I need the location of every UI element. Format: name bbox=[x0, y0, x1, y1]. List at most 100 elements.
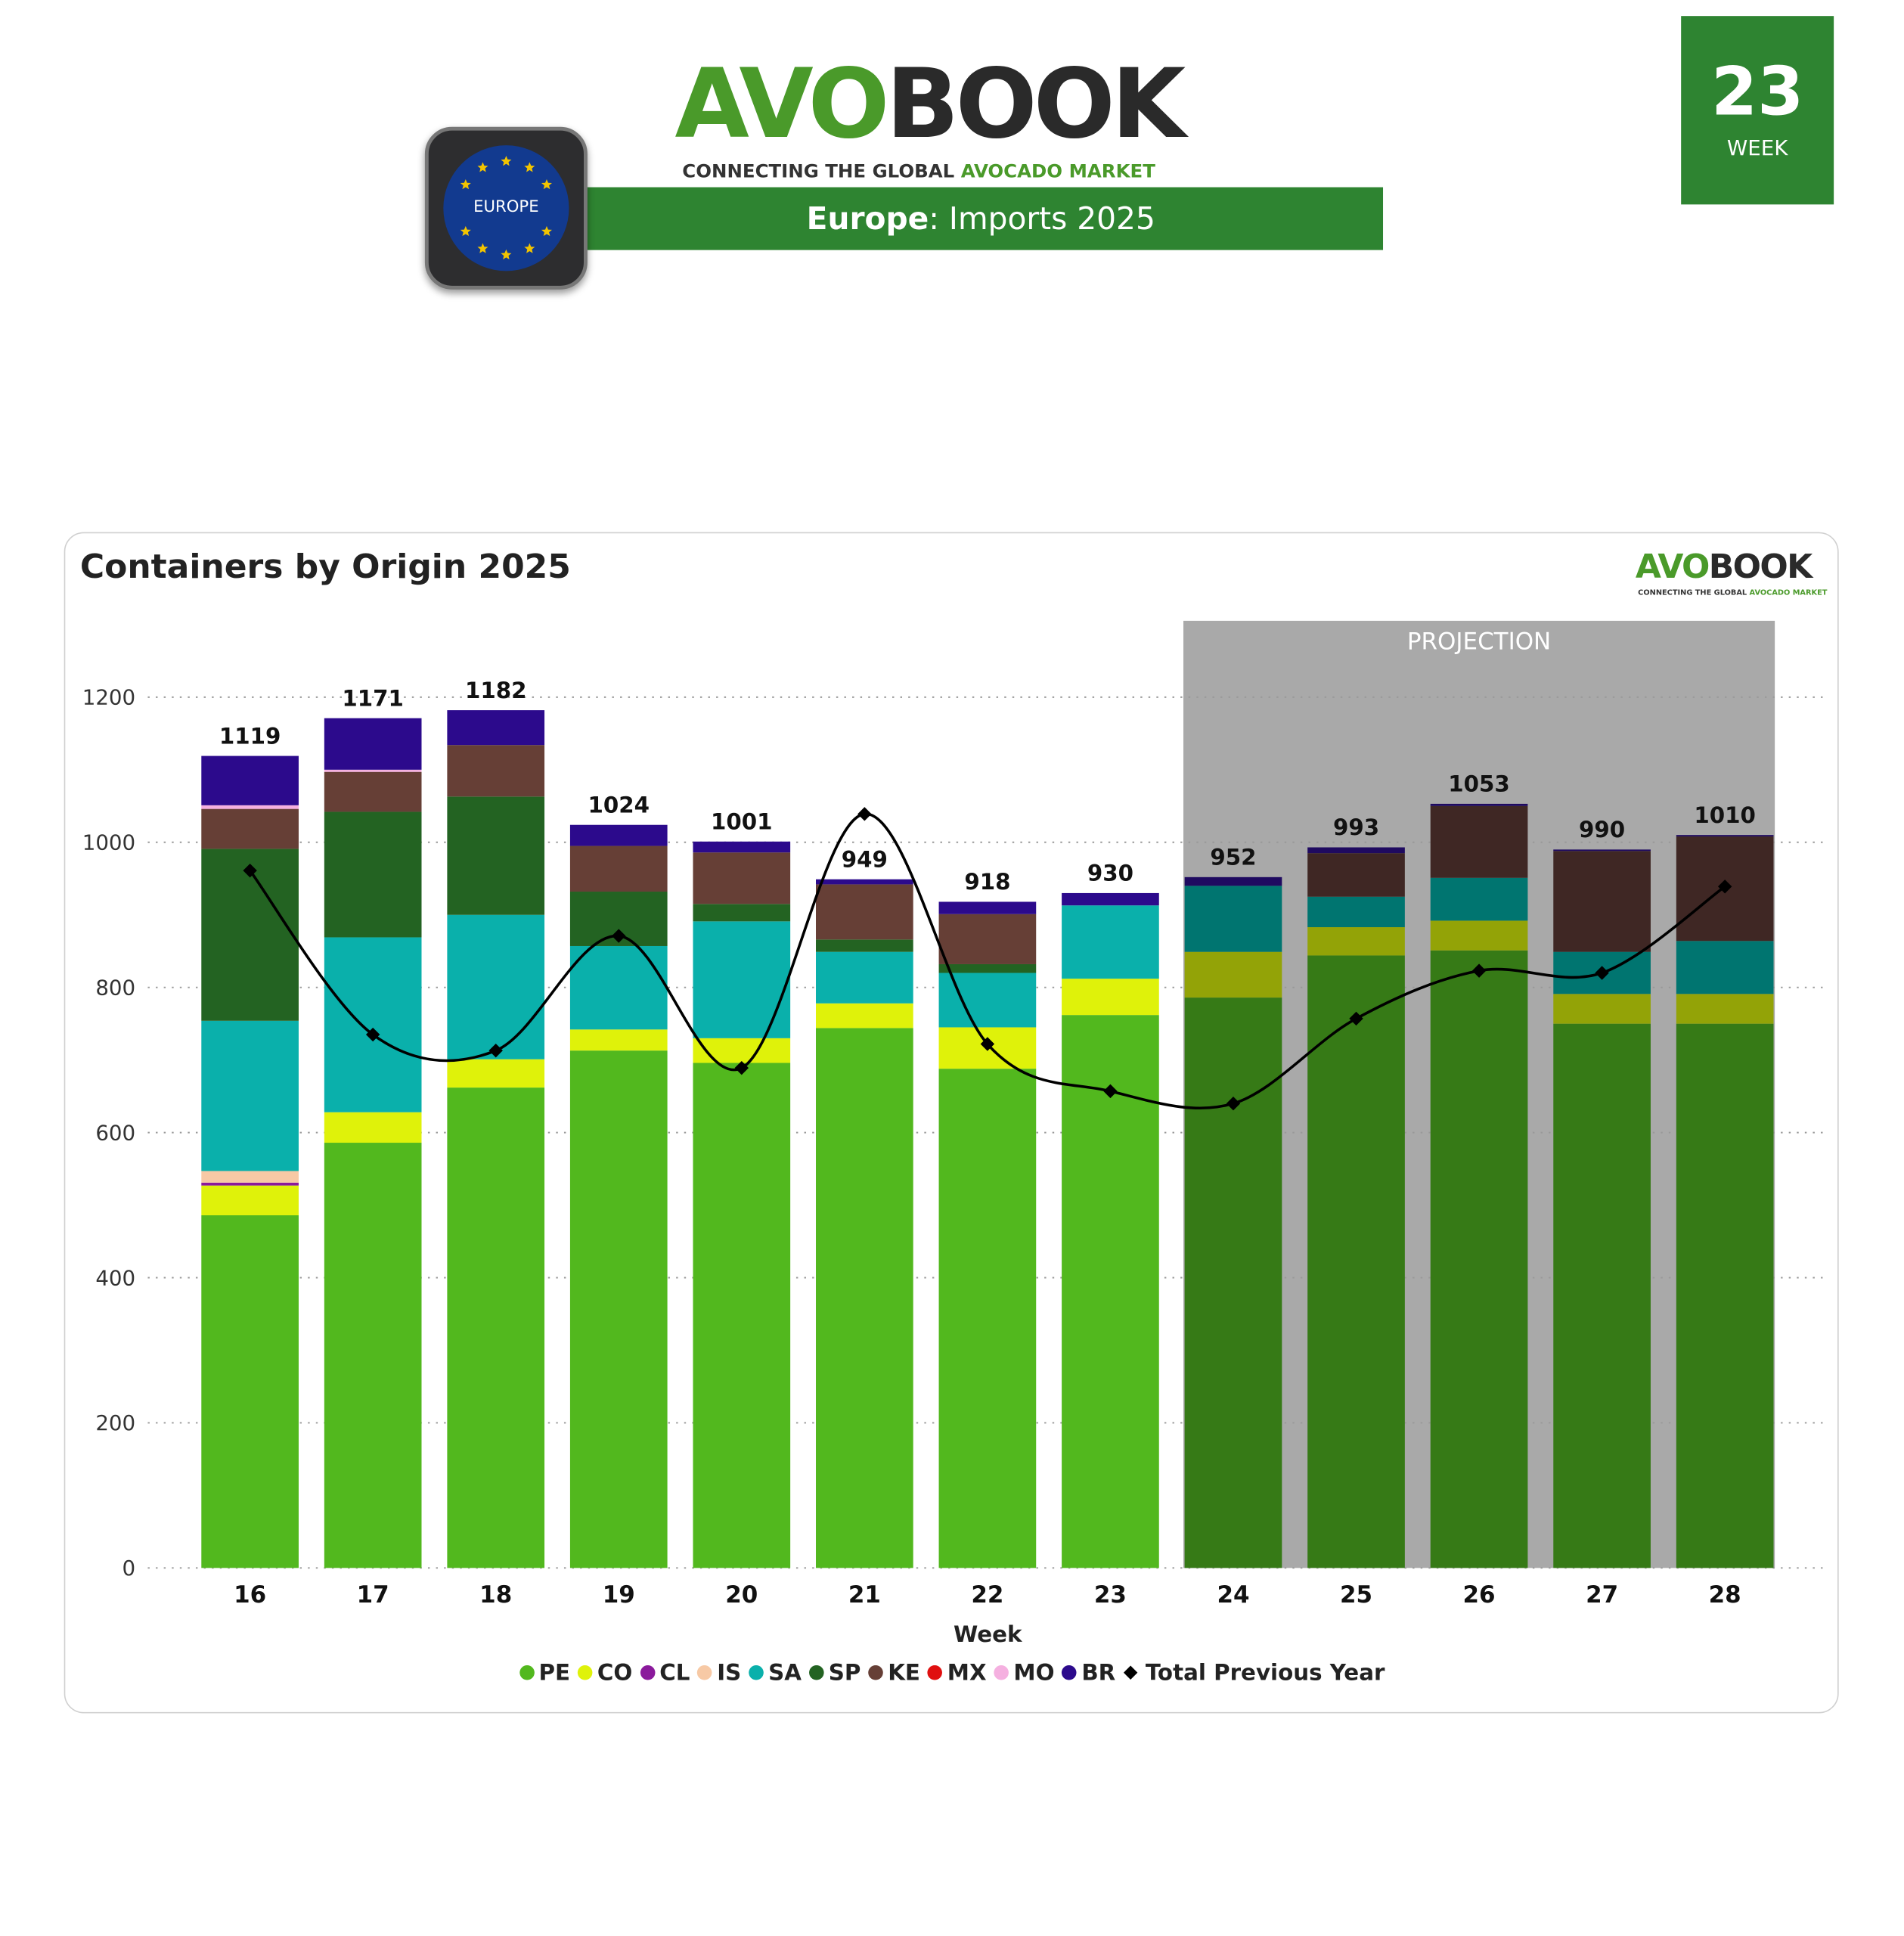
previous-year-marker bbox=[1226, 1096, 1241, 1111]
total-label: 1001 bbox=[711, 809, 773, 835]
legend-label: CL bbox=[659, 1660, 690, 1686]
x-tick-label: 22 bbox=[971, 1581, 1003, 1609]
bar-segment-sa-week-28 bbox=[1676, 941, 1774, 994]
logo-book: BOOK bbox=[885, 49, 1186, 160]
europe-badge: EUROPE bbox=[424, 126, 588, 290]
bar-segment-pe-week-19 bbox=[569, 1050, 668, 1568]
bar-segment-sp-week-18 bbox=[447, 796, 545, 915]
previous-year-marker bbox=[1349, 1011, 1363, 1026]
bar-segment-co-week-17 bbox=[324, 1112, 422, 1143]
bar-segment-br-week-16 bbox=[201, 755, 299, 805]
bar-segment-co-week-28 bbox=[1676, 994, 1774, 1024]
legend-item-is: IS bbox=[697, 1660, 741, 1686]
mini-tagline: CONNECTING THE GLOBAL AVOCADO MARKET bbox=[1638, 589, 1827, 597]
x-tick-label: 16 bbox=[234, 1581, 266, 1609]
x-tick-label: 28 bbox=[1709, 1581, 1741, 1609]
bar-segment-br-week-25 bbox=[1307, 847, 1405, 854]
legend-dot-icon bbox=[577, 1665, 593, 1680]
star-icon bbox=[524, 243, 535, 253]
bar-segment-br-week-20 bbox=[693, 841, 791, 853]
bar-segment-sa-week-18 bbox=[447, 914, 545, 1060]
region-label: Europe bbox=[806, 200, 929, 237]
bar-segment-mo-week-16 bbox=[201, 805, 299, 809]
x-tick-label: 23 bbox=[1094, 1581, 1127, 1609]
legend-dot-icon bbox=[749, 1665, 764, 1680]
bar-segment-pe-week-17 bbox=[324, 1143, 422, 1568]
bar-segment-co-week-26 bbox=[1430, 920, 1528, 951]
legend-label: KE bbox=[888, 1660, 920, 1686]
bar-segment-pe-week-24 bbox=[1184, 997, 1282, 1568]
total-label: 993 bbox=[1333, 814, 1379, 840]
bar-segment-sp-week-22 bbox=[938, 963, 1037, 973]
subtitle-text: : Imports 2025 bbox=[929, 200, 1155, 237]
tagline: CONNECTING THE GLOBAL AVOCADO MARKET bbox=[682, 160, 1155, 182]
legend-item-co: CO bbox=[577, 1660, 633, 1686]
previous-year-marker bbox=[488, 1043, 503, 1058]
y-tick-label: 200 bbox=[95, 1410, 135, 1435]
x-tick-label: 24 bbox=[1217, 1581, 1249, 1609]
legend-label: SA bbox=[768, 1660, 802, 1686]
bar-segment-sa-week-21 bbox=[816, 951, 913, 1004]
bar-segment-co-week-18 bbox=[447, 1059, 545, 1088]
total-label: 1010 bbox=[1694, 802, 1756, 828]
legend-label: Total Previous Year bbox=[1145, 1660, 1385, 1686]
star-icon bbox=[460, 225, 471, 237]
legend-label: CO bbox=[597, 1660, 633, 1686]
y-tick-label: 1200 bbox=[82, 685, 135, 710]
total-label: 1053 bbox=[1448, 771, 1510, 797]
bar-segment-br-week-23 bbox=[1062, 892, 1159, 906]
bar-segment-sa-week-25 bbox=[1307, 896, 1405, 928]
bar-segment-ke-week-17 bbox=[324, 771, 422, 812]
legend-item-mx: MX bbox=[927, 1660, 987, 1686]
legend-dot-icon bbox=[994, 1665, 1009, 1680]
total-label: 1119 bbox=[219, 723, 281, 749]
previous-year-marker bbox=[243, 863, 257, 878]
tagline-part2: AVOCADO MARKET bbox=[960, 160, 1155, 183]
legend-label: PE bbox=[538, 1660, 571, 1686]
bar-segment-ke-week-22 bbox=[938, 914, 1037, 964]
y-tick-label: 400 bbox=[95, 1265, 135, 1290]
mini-logo: AVOBOOK bbox=[1635, 548, 1813, 587]
y-tick-label: 800 bbox=[95, 975, 135, 1000]
previous-year-marker bbox=[612, 929, 626, 943]
bar-segment-sp-week-20 bbox=[693, 904, 791, 922]
bar-segment-sa-week-24 bbox=[1184, 886, 1282, 952]
y-tick-label: 0 bbox=[122, 1556, 136, 1581]
bar-segment-ke-week-18 bbox=[447, 745, 545, 797]
eu-flag-icon: EUROPE bbox=[443, 145, 569, 271]
legend-dot-icon bbox=[697, 1665, 712, 1680]
bar-segment-pe-week-18 bbox=[447, 1087, 545, 1568]
legend-item-sa: SA bbox=[749, 1660, 802, 1686]
y-tick-label: 600 bbox=[95, 1120, 135, 1145]
x-tick-label: 26 bbox=[1463, 1581, 1496, 1609]
bar-segment-co-week-19 bbox=[569, 1029, 668, 1051]
total-label: 1171 bbox=[342, 685, 404, 711]
x-tick-label: 17 bbox=[357, 1581, 389, 1609]
chart-legend: PE CO CL IS SA SP KE MX MO BR Total Previous Year bbox=[0, 1660, 1904, 1686]
bar-segment-br-week-24 bbox=[1184, 876, 1282, 886]
previous-year-marker bbox=[1103, 1084, 1118, 1099]
star-icon bbox=[541, 225, 552, 237]
bar-segment-sa-week-17 bbox=[324, 937, 422, 1112]
legend-dot-icon bbox=[868, 1665, 883, 1680]
bar-segment-co-week-20 bbox=[693, 1038, 791, 1063]
legend-dot-icon bbox=[927, 1665, 943, 1680]
star-icon bbox=[501, 249, 512, 260]
mini-logo-avo: AVO bbox=[1635, 548, 1710, 587]
bar-segment-ke-week-16 bbox=[201, 808, 299, 849]
bar-segment-is-week-16 bbox=[201, 1171, 299, 1183]
x-tick-label: 18 bbox=[479, 1581, 512, 1609]
legend-item-sp: SP bbox=[808, 1660, 861, 1686]
bar-segment-sp-week-17 bbox=[324, 811, 422, 938]
mini-logo-book: BOOK bbox=[1708, 548, 1813, 587]
legend-dot-icon bbox=[519, 1665, 535, 1680]
tagline-part1: CONNECTING THE GLOBAL bbox=[682, 160, 961, 183]
star-icon bbox=[477, 162, 488, 172]
bar-segment-co-week-21 bbox=[816, 1003, 913, 1028]
legend-item-pe: PE bbox=[519, 1660, 570, 1686]
total-label: 1182 bbox=[465, 678, 527, 703]
star-icon bbox=[541, 178, 552, 190]
bar-segment-br-week-27 bbox=[1553, 849, 1651, 852]
legend-item-previous-year: Total Previous Year bbox=[1123, 1660, 1385, 1686]
